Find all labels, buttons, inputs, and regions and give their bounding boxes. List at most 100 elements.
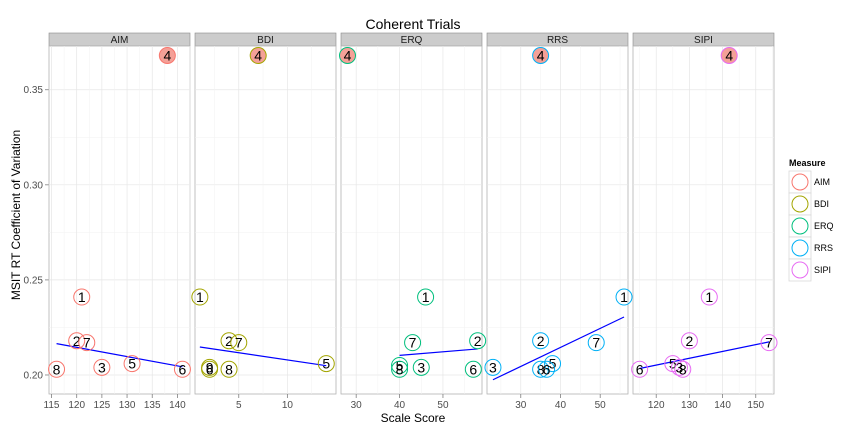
point-label: 3 [489,359,497,375]
point-label: 8 [679,361,687,377]
x-tick-label: 130 [119,400,136,411]
data-point: 6 [201,360,219,378]
regression-line [56,343,183,368]
data-point: 7 [404,334,422,352]
x-tick-label: 140 [714,400,731,411]
point-label: 1 [78,289,86,305]
point-marker [464,360,482,378]
data-point: 7 [78,334,96,352]
panel-background [194,45,337,395]
point-marker [680,332,698,350]
x-tick-label: 10 [282,400,294,411]
x-tick-label: 50 [595,400,607,411]
data-point: 1 [73,288,91,306]
x-tick-label: 125 [94,400,111,411]
panel-background [48,45,191,395]
point-label: 5 [396,357,404,373]
point-marker [484,358,502,376]
point-marker [670,358,688,376]
point-marker [93,358,111,376]
data-point: 3 [670,358,688,376]
point-label: 3 [417,359,425,375]
panel-aim: AIM 115 120 125 130 135 140 1 2 73 5 8 6 4 [44,32,191,411]
regression-line [639,341,770,370]
x-tick-label: 150 [747,400,764,411]
point-marker [700,288,718,306]
point-label: 4 [725,48,733,64]
point-label: 6 [179,361,187,377]
x-tick-label: 120 [68,400,85,411]
point-marker [73,288,91,306]
panel-background [340,45,483,395]
legend-entry-label: BDI [814,199,829,209]
point-label: 2 [537,333,545,349]
data-point: 6 [464,360,482,378]
data-point: 8 [220,360,238,378]
panel-bdi: BDI 5 10 1 2 7 96 8 5 4 [191,32,337,411]
point-label: 6 [469,361,477,377]
point-label: 6 [206,361,214,377]
facet-strip-label: SIPI [694,35,713,46]
point-label: 2 [686,333,694,349]
point-label: 1 [620,289,628,305]
data-point: 3 [412,358,430,376]
x-tick-label: 140 [169,400,186,411]
x-tick-label: 30 [515,400,527,411]
data-point: 4 [339,47,357,65]
x-tick-label: 135 [144,400,161,411]
point-label: 7 [592,335,600,351]
point-label: 9 [206,359,214,375]
data-point: 2 [532,332,550,350]
point-label: 7 [409,335,417,351]
point-marker [220,332,238,350]
legend-entry-label: ERQ [814,221,834,231]
x-tick-label: 40 [555,400,567,411]
point-label: 4 [254,48,262,64]
point-label: 2 [225,333,233,349]
point-label: 5 [322,356,330,372]
data-point: 6 [538,360,556,378]
data-point: 7 [760,334,778,352]
legend-key-marker [791,173,809,191]
point-marker [249,47,267,65]
legend-entry-label: SIPI [814,265,831,275]
point-marker [587,334,605,352]
data-point: 2 [469,332,487,350]
data-point: 1 [191,288,209,306]
point-marker [68,332,86,350]
regression-line [199,346,327,367]
point-marker [220,360,238,378]
facet-strip-label: AIM [111,35,129,46]
data-point: 3 [484,358,502,376]
data-point: 5 [317,355,335,373]
point-marker [544,355,562,373]
point-marker [532,332,550,350]
y-axis-title: MSIT RT Coefficient of Variation [9,130,23,300]
data-point: 2 [220,332,238,350]
point-label: 4 [344,48,352,64]
point-label: 3 [676,359,684,375]
point-label: 7 [235,335,243,351]
data-point: 1 [417,288,435,306]
facet-strip-label: RRS [547,35,568,46]
data-point: 4 [158,47,176,65]
data-point: 8 [674,360,692,378]
data-point: 5 [391,356,409,374]
legend-key-marker [791,195,809,213]
point-marker [760,334,778,352]
point-marker [339,47,357,65]
regression-line [492,316,625,381]
data-point: 8 [48,360,66,378]
point-marker [532,47,550,65]
point-label: 6 [543,361,551,377]
point-label: 1 [196,289,204,305]
x-tick-label: 120 [648,400,665,411]
data-point: 1 [700,288,718,306]
y-tick-label: 0.35 [24,85,44,96]
legend: Measure AIM BDI ERQ RRS SIPI [788,158,834,282]
point-label: 3 [98,359,106,375]
point-marker [201,360,219,378]
point-marker [230,334,248,352]
point-marker [158,47,176,65]
